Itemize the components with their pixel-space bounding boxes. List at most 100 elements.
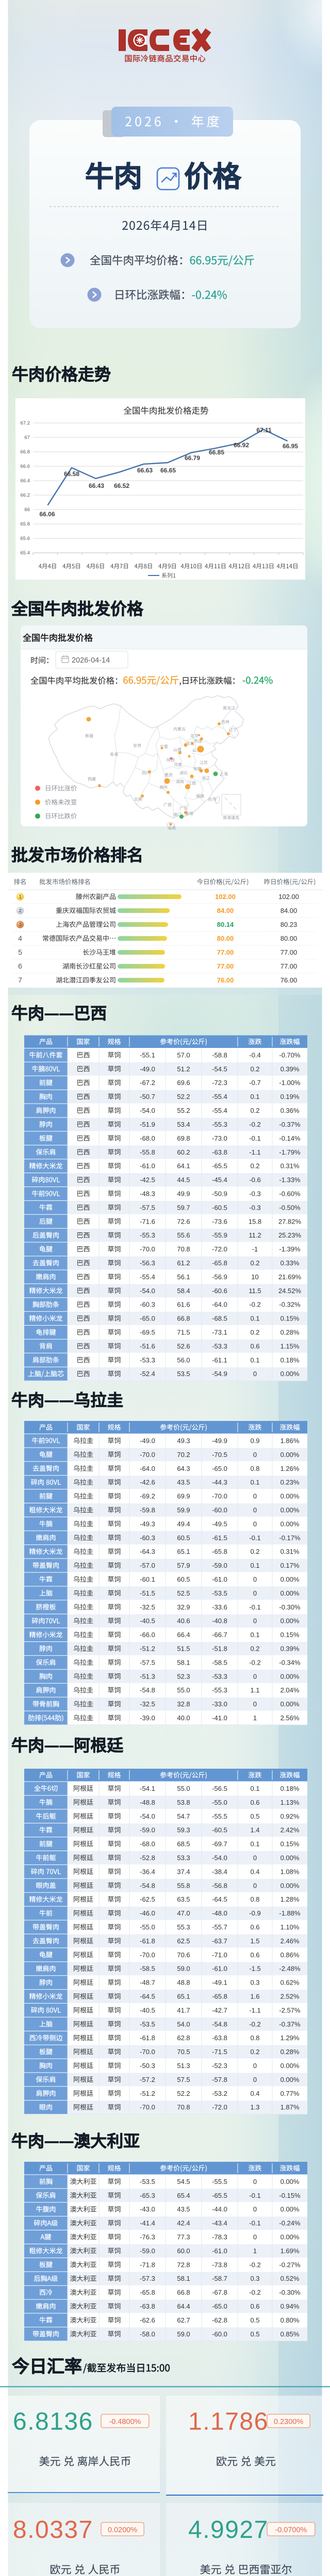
svg-text:-65.8: -65.8 xyxy=(212,1259,227,1267)
svg-text:60.5: 60.5 xyxy=(177,1575,190,1583)
svg-text:70.8: 70.8 xyxy=(177,1245,190,1253)
svg-text:-73.1: -73.1 xyxy=(212,1329,227,1336)
svg-text:-71.5: -71.5 xyxy=(212,2048,227,2056)
svg-text:-51.6: -51.6 xyxy=(140,1342,155,1350)
svg-text:64.1: 64.1 xyxy=(177,1162,190,1170)
svg-text:84.00: 84.00 xyxy=(280,907,298,914)
svg-text:0.62%: 0.62% xyxy=(280,1979,300,1987)
svg-text:84.00: 84.00 xyxy=(217,907,234,914)
svg-text:55.0: 55.0 xyxy=(177,1785,190,1792)
svg-text:66.06: 66.06 xyxy=(39,511,55,518)
svg-text:-69.5: -69.5 xyxy=(140,1329,155,1336)
svg-text:2.04%: 2.04% xyxy=(280,1686,300,1694)
svg-text:-72.3: -72.3 xyxy=(212,1079,227,1087)
svg-text:76.00: 76.00 xyxy=(217,976,234,984)
svg-text:1.13%: 1.13% xyxy=(280,1799,300,1806)
svg-text:-54.8: -54.8 xyxy=(140,1882,155,1889)
svg-text:-60.6: -60.6 xyxy=(212,1287,227,1295)
svg-text:37.4: 37.4 xyxy=(177,1868,190,1875)
svg-text:0.00%: 0.00% xyxy=(280,1672,300,1680)
svg-text:-55.9: -55.9 xyxy=(212,1231,227,1239)
svg-text:-65.5: -65.5 xyxy=(212,2192,227,2199)
svg-text:55.3: 55.3 xyxy=(177,1923,190,1931)
svg-text:-55.3: -55.3 xyxy=(140,1231,155,1239)
svg-text:-54.8: -54.8 xyxy=(140,1686,155,1694)
svg-text:56.1: 56.1 xyxy=(177,1273,190,1281)
svg-text:-46.0: -46.0 xyxy=(140,1909,155,1917)
svg-text:48.8: 48.8 xyxy=(177,1979,190,1987)
svg-text:-56.5: -56.5 xyxy=(212,1785,227,1792)
svg-text:-49.5: -49.5 xyxy=(212,1520,227,1528)
svg-text:66.43: 66.43 xyxy=(89,482,104,489)
svg-text:-58.8: -58.8 xyxy=(212,1051,227,1059)
svg-text:-76.3: -76.3 xyxy=(140,2233,155,2241)
svg-text:-48.7: -48.7 xyxy=(140,1979,155,1987)
svg-text:53.3: 53.3 xyxy=(177,1854,190,1862)
svg-text:-60.5: -60.5 xyxy=(212,1826,227,1834)
svg-text:-70.5: -70.5 xyxy=(212,1451,227,1459)
svg-text:-1.88%: -1.88% xyxy=(279,1909,301,1917)
svg-text:0.36%: 0.36% xyxy=(280,1107,300,1114)
svg-text:80.23: 80.23 xyxy=(280,921,298,928)
svg-text:77.00: 77.00 xyxy=(217,962,234,970)
svg-text:-70.0: -70.0 xyxy=(140,1451,155,1459)
svg-text:0.2: 0.2 xyxy=(250,1065,259,1073)
svg-text:-0.1: -0.1 xyxy=(249,1534,260,1541)
svg-text:67.2: 67.2 xyxy=(21,420,30,426)
svg-text:0.0200%: 0.0200% xyxy=(108,2526,137,2534)
svg-text:66.52: 66.52 xyxy=(114,482,129,489)
svg-text:80.00: 80.00 xyxy=(280,935,298,942)
svg-text:0.15%: 0.15% xyxy=(280,1631,300,1639)
svg-text:0.2: 0.2 xyxy=(250,1645,259,1653)
svg-text:-32.5: -32.5 xyxy=(140,1700,155,1708)
svg-text:-0.0700%: -0.0700% xyxy=(275,2526,307,2534)
svg-text:-44.3: -44.3 xyxy=(212,1479,227,1486)
svg-text:-55.4: -55.4 xyxy=(212,1107,227,1114)
svg-text:-55.0: -55.0 xyxy=(140,1923,155,1931)
svg-text:43.5: 43.5 xyxy=(177,1479,190,1486)
svg-text:6: 6 xyxy=(18,962,22,970)
svg-text:72.6: 72.6 xyxy=(177,1217,190,1225)
svg-text:-64.3: -64.3 xyxy=(140,1548,155,1555)
svg-text:-0.2: -0.2 xyxy=(249,2289,260,2296)
svg-text:55.8: 55.8 xyxy=(177,1882,190,1889)
svg-text:4: 4 xyxy=(18,934,22,942)
svg-text:0: 0 xyxy=(253,1451,257,1459)
svg-text:65.8: 65.8 xyxy=(21,521,30,527)
svg-text:2: 2 xyxy=(19,908,21,914)
svg-text:-66.0: -66.0 xyxy=(140,1631,155,1639)
svg-text:0.94%: 0.94% xyxy=(280,2302,300,2310)
svg-text:32.9: 32.9 xyxy=(177,1603,190,1611)
svg-text:-41.0: -41.0 xyxy=(212,1714,227,1722)
svg-text:-32.5: -32.5 xyxy=(140,1603,155,1611)
svg-text:-61.0: -61.0 xyxy=(140,1162,155,1170)
svg-text:70.5: 70.5 xyxy=(177,2048,190,2056)
svg-text:42.4: 42.4 xyxy=(177,2219,190,2227)
svg-text:80.14: 80.14 xyxy=(217,921,234,928)
svg-text:-0.2: -0.2 xyxy=(249,2020,260,2028)
svg-text:66.65: 66.65 xyxy=(160,467,176,474)
svg-text:0.17%: 0.17% xyxy=(280,1562,300,1569)
svg-text:-65.8: -65.8 xyxy=(212,1993,227,2001)
svg-text:-54.8: -54.8 xyxy=(212,2020,227,2028)
svg-text:-50.7: -50.7 xyxy=(140,1093,155,1100)
svg-text:67: 67 xyxy=(24,435,30,440)
svg-text:0.86%: 0.86% xyxy=(280,1951,300,1959)
svg-text:-0.4800%: -0.4800% xyxy=(109,2418,141,2426)
svg-text:0.18%: 0.18% xyxy=(280,1785,300,1792)
svg-text:-43.0: -43.0 xyxy=(140,2206,155,2213)
svg-text:68.5: 68.5 xyxy=(177,1840,190,1848)
svg-text:-71.6: -71.6 xyxy=(140,1217,155,1225)
svg-text:-60.3: -60.3 xyxy=(140,1534,155,1541)
svg-text:55.6: 55.6 xyxy=(177,1231,190,1239)
svg-text:-66.7: -66.7 xyxy=(212,1631,227,1639)
svg-text:63.5: 63.5 xyxy=(177,1895,190,1903)
svg-text:-64.0: -64.0 xyxy=(212,1301,227,1309)
svg-text:11.5: 11.5 xyxy=(249,1287,261,1295)
svg-text:-61.0: -61.0 xyxy=(212,1575,227,1583)
svg-text:-59.8: -59.8 xyxy=(140,1506,155,1514)
svg-text:0.5: 0.5 xyxy=(250,1812,259,1820)
svg-text:-0.1: -0.1 xyxy=(249,2192,260,2199)
svg-text:-55.1: -55.1 xyxy=(140,1051,155,1059)
svg-text:0.2: 0.2 xyxy=(250,1107,259,1114)
